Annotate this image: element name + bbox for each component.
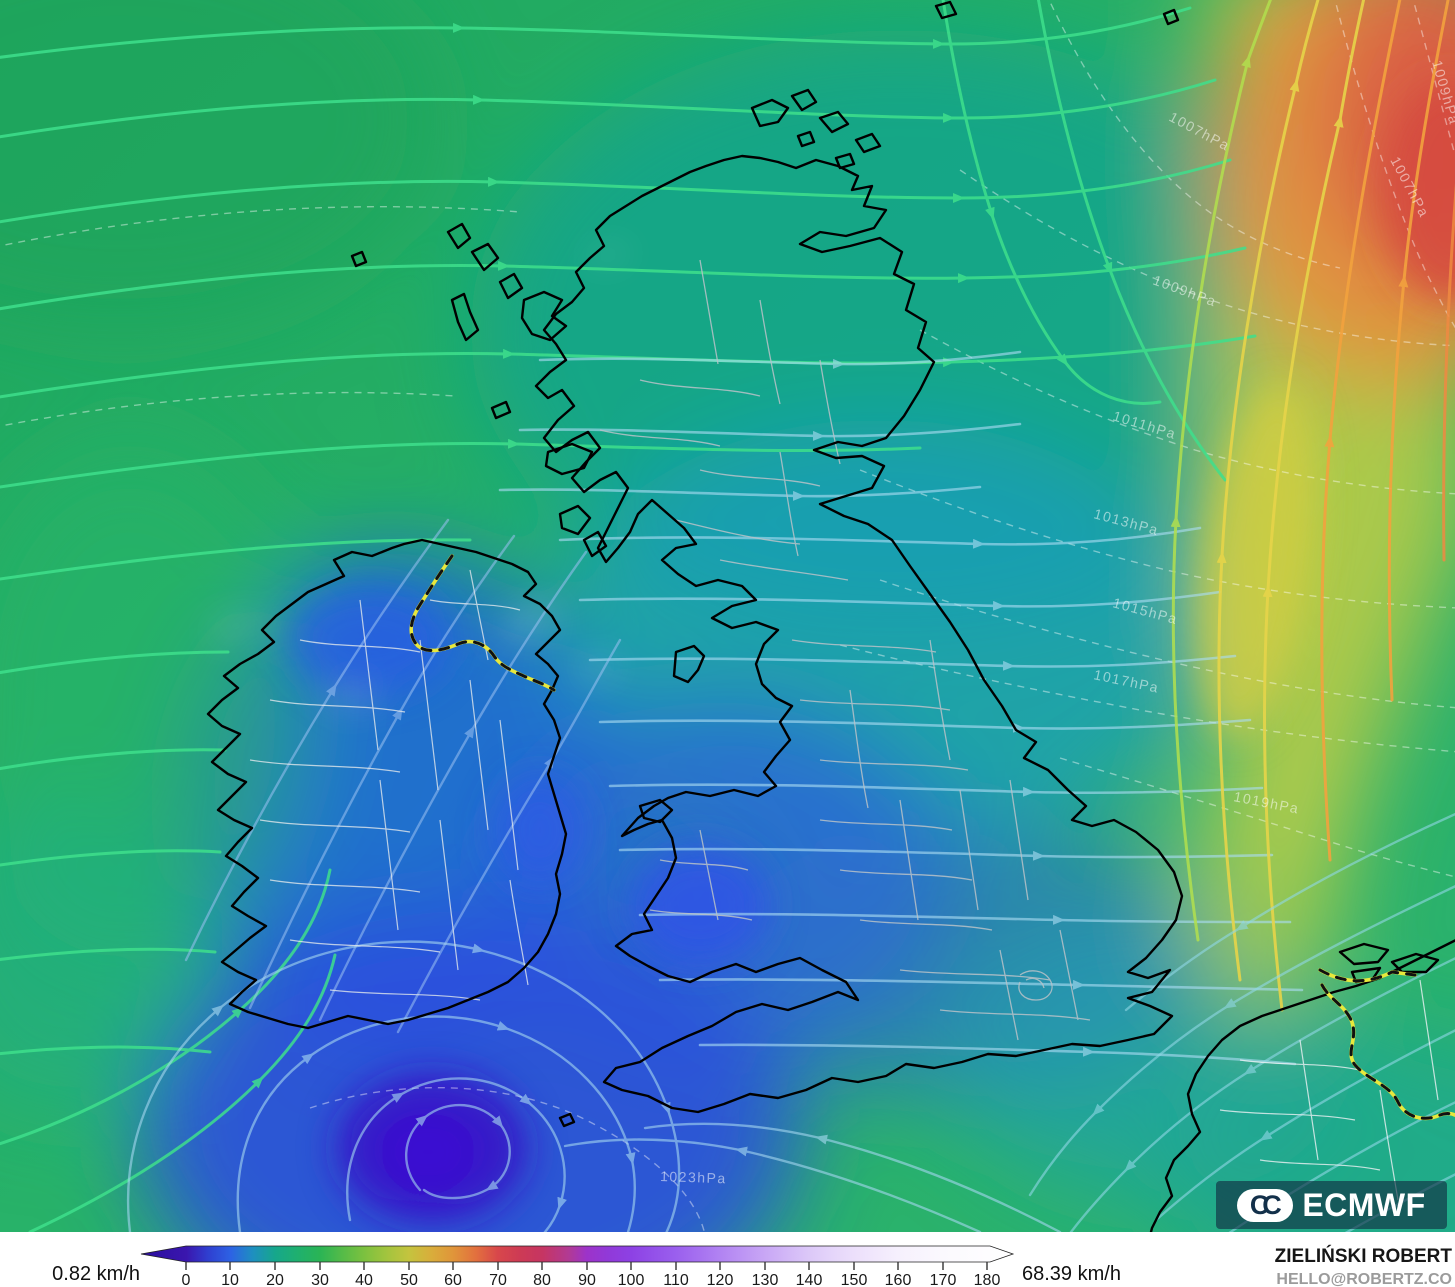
svg-text:150: 150 xyxy=(841,1272,868,1287)
svg-text:140: 140 xyxy=(796,1272,823,1287)
international-borders xyxy=(409,554,1455,1120)
svg-text:120: 120 xyxy=(707,1272,734,1287)
svg-text:80: 80 xyxy=(533,1272,551,1287)
region-borders-gb xyxy=(599,259,1091,1041)
svg-text:100: 100 xyxy=(618,1272,645,1287)
streamlines-jet-band xyxy=(1170,0,1455,1012)
svg-text:10: 10 xyxy=(221,1272,239,1287)
ecmwf-emblem-icon: CC xyxy=(1237,1188,1294,1222)
ecmwf-emblem-glyph: CC xyxy=(1249,1189,1282,1220)
streamlines-spiral xyxy=(126,940,1062,1232)
svg-text:40: 40 xyxy=(355,1272,373,1287)
svg-text:50: 50 xyxy=(400,1272,418,1287)
coastline-ireland xyxy=(206,538,568,1030)
scale-ticks xyxy=(185,1262,988,1270)
svg-text:110: 110 xyxy=(663,1272,689,1287)
legend-scale: 0 10 20 30 40 50 60 70 80 90 100 110 120… xyxy=(52,1245,1453,1287)
legend-bar: 0 10 20 30 40 50 60 70 80 90 100 110 120… xyxy=(0,1232,1455,1287)
region-borders-ireland xyxy=(249,569,529,1001)
svg-text:180: 180 xyxy=(974,1272,1001,1287)
scale-tick-labels: 0 10 20 30 40 50 60 70 80 90 100 110 120… xyxy=(182,1272,1001,1287)
region-borders-continent xyxy=(1219,979,1439,1201)
max-speed-label: 68.39 km/h xyxy=(1022,1263,1121,1285)
coastline-hebrides xyxy=(446,222,608,558)
svg-text:30: 30 xyxy=(311,1272,329,1287)
svg-text:20: 20 xyxy=(266,1272,284,1287)
min-speed-label: 0.82 km/h xyxy=(52,1263,140,1285)
streamlines-pale-uk xyxy=(498,350,1304,1066)
svg-text:60: 60 xyxy=(444,1272,462,1287)
color-scale-bar xyxy=(140,1245,1015,1263)
svg-text:70: 70 xyxy=(489,1272,507,1287)
ecmwf-logo: CC ECMWF xyxy=(1216,1181,1447,1229)
coastline-great-britain xyxy=(534,154,1184,1114)
attribution-name: ZIELIŃSKI ROBERT xyxy=(1275,1245,1453,1267)
coastline-orkney-shetland xyxy=(350,0,1180,1128)
coastline-isle-of-man xyxy=(672,644,706,684)
svg-text:90: 90 xyxy=(578,1272,596,1287)
isobar-label: 1023hPa xyxy=(660,1168,727,1186)
svg-text:170: 170 xyxy=(930,1272,957,1287)
attribution-email: HELLO@ROBERTZ.CO xyxy=(1276,1271,1452,1287)
svg-text:160: 160 xyxy=(885,1272,912,1287)
ecmwf-logo-text: ECMWF xyxy=(1302,1187,1426,1223)
wind-speed-field: 1007hPa 1007hPa 1009hPa 1009hPa 1011hPa … xyxy=(0,0,1455,1232)
coastline-anglesey xyxy=(638,798,674,824)
svg-text:0: 0 xyxy=(182,1272,191,1287)
wind-map-canvas[interactable]: 1007hPa 1007hPa 1009hPa 1009hPa 1011hPa … xyxy=(0,0,1455,1232)
svg-text:130: 130 xyxy=(752,1272,779,1287)
